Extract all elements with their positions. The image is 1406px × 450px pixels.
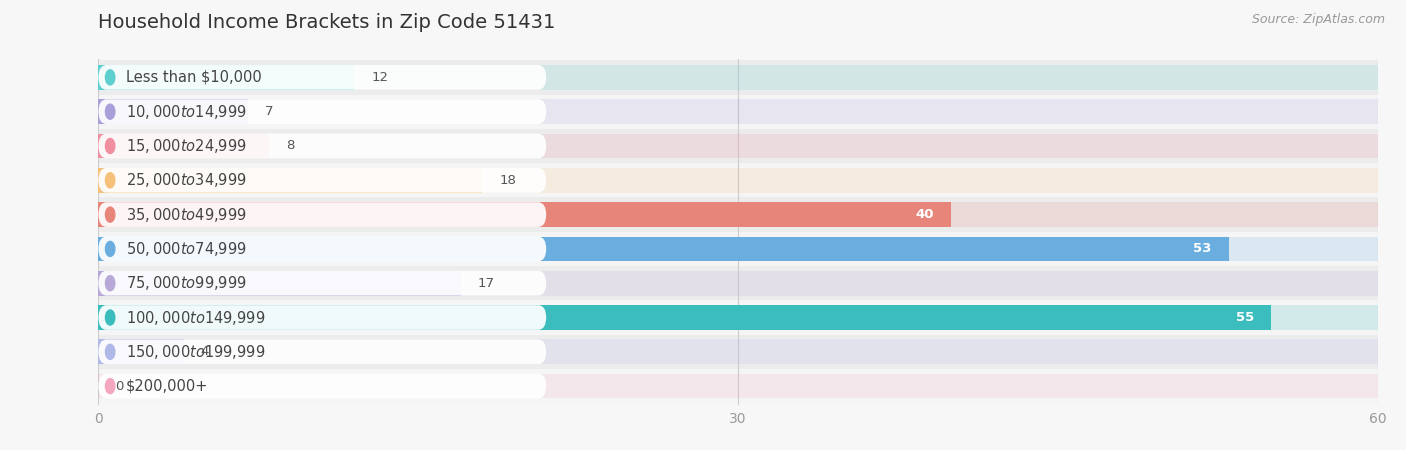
Bar: [98, 271, 461, 296]
FancyBboxPatch shape: [98, 134, 546, 158]
Circle shape: [105, 310, 115, 325]
FancyBboxPatch shape: [98, 99, 546, 124]
Bar: [98, 266, 1378, 300]
Bar: [98, 369, 1378, 403]
Bar: [98, 202, 1378, 227]
Text: $10,000 to $14,999: $10,000 to $14,999: [127, 103, 247, 121]
Bar: [98, 99, 247, 124]
Bar: [98, 305, 1378, 330]
Text: Household Income Brackets in Zip Code 51431: Household Income Brackets in Zip Code 51…: [98, 14, 555, 32]
Bar: [98, 99, 1378, 124]
Circle shape: [105, 207, 115, 222]
Text: $150,000 to $199,999: $150,000 to $199,999: [127, 343, 266, 361]
Text: $15,000 to $24,999: $15,000 to $24,999: [127, 137, 247, 155]
Bar: [98, 60, 1378, 94]
Text: 8: 8: [285, 140, 294, 153]
Bar: [98, 305, 1271, 330]
Bar: [98, 237, 1229, 261]
Text: $25,000 to $34,999: $25,000 to $34,999: [127, 171, 247, 189]
Bar: [98, 237, 1378, 261]
Bar: [98, 65, 354, 90]
Bar: [98, 168, 482, 193]
Text: $50,000 to $74,999: $50,000 to $74,999: [127, 240, 247, 258]
Text: $200,000+: $200,000+: [127, 378, 208, 394]
Text: 40: 40: [915, 208, 935, 221]
Text: 0: 0: [115, 380, 124, 393]
Bar: [98, 374, 1378, 399]
Text: 55: 55: [1236, 311, 1254, 324]
Text: $100,000 to $149,999: $100,000 to $149,999: [127, 309, 266, 327]
FancyBboxPatch shape: [98, 237, 546, 261]
Text: 7: 7: [264, 105, 273, 118]
FancyBboxPatch shape: [98, 374, 546, 399]
Bar: [98, 134, 269, 158]
FancyBboxPatch shape: [98, 202, 546, 227]
Bar: [98, 271, 1378, 296]
Bar: [98, 134, 1378, 158]
Circle shape: [105, 70, 115, 85]
Bar: [98, 335, 1378, 369]
FancyBboxPatch shape: [98, 271, 546, 296]
Text: 12: 12: [371, 71, 388, 84]
Bar: [98, 232, 1378, 266]
Circle shape: [105, 104, 115, 119]
FancyBboxPatch shape: [98, 305, 546, 330]
Text: Source: ZipAtlas.com: Source: ZipAtlas.com: [1251, 14, 1385, 27]
Circle shape: [105, 241, 115, 256]
Bar: [98, 300, 1378, 335]
Bar: [98, 163, 1378, 198]
Text: $75,000 to $99,999: $75,000 to $99,999: [127, 274, 247, 292]
Bar: [98, 202, 952, 227]
Text: $35,000 to $49,999: $35,000 to $49,999: [127, 206, 247, 224]
FancyBboxPatch shape: [98, 168, 546, 193]
Bar: [98, 198, 1378, 232]
Text: 17: 17: [478, 277, 495, 290]
FancyBboxPatch shape: [98, 65, 546, 90]
Text: Less than $10,000: Less than $10,000: [127, 70, 262, 85]
Bar: [98, 339, 1378, 364]
Circle shape: [105, 344, 115, 360]
Text: 53: 53: [1194, 243, 1212, 256]
Circle shape: [105, 173, 115, 188]
Bar: [98, 129, 1378, 163]
FancyBboxPatch shape: [98, 339, 546, 364]
Circle shape: [105, 139, 115, 153]
Bar: [98, 339, 184, 364]
Text: 18: 18: [499, 174, 516, 187]
Circle shape: [105, 378, 115, 394]
Bar: [98, 94, 1378, 129]
Bar: [98, 65, 1378, 90]
Circle shape: [105, 276, 115, 291]
Bar: [98, 168, 1378, 193]
Text: 4: 4: [201, 345, 209, 358]
